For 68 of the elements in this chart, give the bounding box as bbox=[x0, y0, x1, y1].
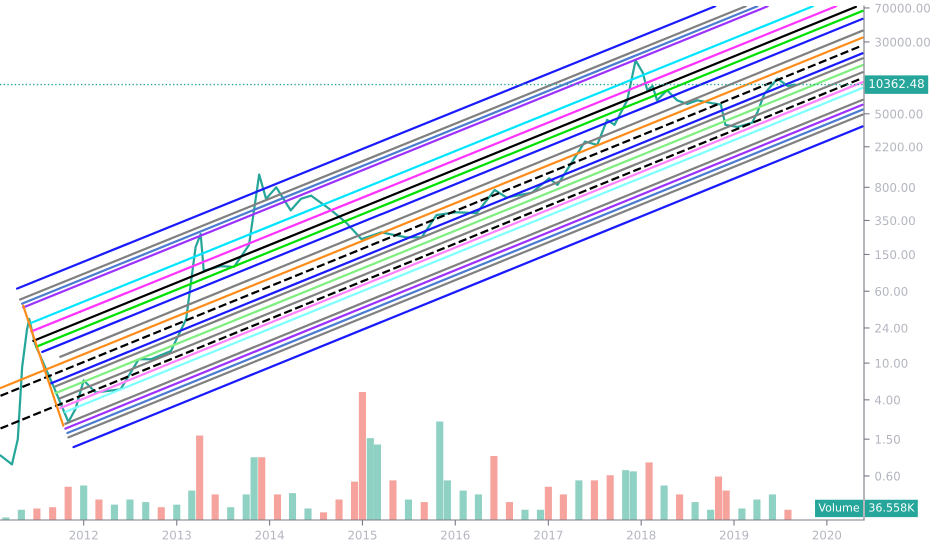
x-tick-label: 2013 bbox=[162, 530, 191, 540]
y-tick-label: 30000.00 bbox=[875, 38, 930, 47]
bar bbox=[474, 494, 482, 520]
x-tick-label: 2019 bbox=[720, 530, 748, 540]
bar bbox=[49, 507, 56, 520]
bar bbox=[258, 457, 266, 520]
bar bbox=[304, 508, 312, 520]
bar bbox=[420, 502, 428, 520]
bar bbox=[490, 456, 498, 520]
bar bbox=[460, 490, 467, 520]
x-tick-label: 2018 bbox=[627, 530, 656, 540]
bar bbox=[188, 490, 196, 520]
bar bbox=[126, 500, 134, 520]
y-tick-label: 5000.00 bbox=[875, 110, 922, 118]
bar bbox=[95, 500, 102, 520]
y-tick-label: 350.00 bbox=[875, 216, 915, 226]
bar bbox=[64, 486, 72, 520]
bar bbox=[212, 494, 219, 520]
x-tick-label: 2014 bbox=[255, 530, 284, 540]
bar bbox=[142, 502, 150, 520]
y-tick-label: 24.00 bbox=[875, 324, 908, 333]
y-tick-label: 800.00 bbox=[875, 183, 915, 192]
bar bbox=[768, 494, 776, 520]
bar bbox=[676, 494, 684, 520]
annotation: Volume bbox=[818, 503, 860, 512]
bar bbox=[80, 485, 88, 520]
bar bbox=[33, 508, 40, 520]
text: 36.558K bbox=[869, 503, 915, 512]
bar bbox=[753, 500, 760, 520]
bar bbox=[590, 480, 598, 520]
bar bbox=[536, 510, 544, 520]
bar bbox=[110, 504, 118, 520]
y-tick-label: 0.60 bbox=[875, 472, 900, 481]
bar bbox=[18, 510, 25, 520]
bar bbox=[404, 500, 412, 520]
y-tick-label: 60.00 bbox=[875, 286, 908, 296]
x-tick-label: 2016 bbox=[441, 530, 470, 540]
x-tick-label: 2012 bbox=[70, 530, 98, 540]
bar bbox=[784, 510, 792, 520]
bar bbox=[274, 494, 282, 520]
y-tick-label: 10.00 bbox=[876, 358, 908, 368]
bar bbox=[560, 494, 567, 520]
bar bbox=[288, 493, 296, 520]
y-tick-label: 150.00 bbox=[876, 250, 915, 260]
x-tick-label: 2020 bbox=[812, 530, 842, 540]
bar bbox=[506, 502, 514, 520]
x-tick-label: 2015 bbox=[348, 530, 376, 540]
bar bbox=[738, 508, 746, 520]
x-tick-label: 2017 bbox=[534, 530, 562, 540]
bar bbox=[575, 480, 582, 520]
bar bbox=[707, 510, 714, 520]
bar bbox=[521, 510, 529, 520]
bar bbox=[544, 486, 552, 520]
bar bbox=[196, 436, 204, 520]
y-tick-label: 70000.00 bbox=[875, 4, 930, 13]
bar bbox=[335, 500, 343, 520]
ref-line-label: 10362.48 bbox=[870, 79, 924, 88]
y-tick-label: 4.00 bbox=[874, 396, 900, 404]
bar bbox=[606, 475, 614, 520]
bar bbox=[389, 480, 397, 520]
bar bbox=[158, 507, 165, 520]
y-tick-label: 2200.00 bbox=[875, 142, 922, 152]
bar bbox=[646, 462, 653, 520]
bar bbox=[227, 507, 234, 520]
bar bbox=[692, 502, 699, 520]
bar bbox=[660, 485, 668, 520]
bar bbox=[173, 504, 180, 520]
y-tick-label: 1.50 bbox=[876, 434, 900, 444]
